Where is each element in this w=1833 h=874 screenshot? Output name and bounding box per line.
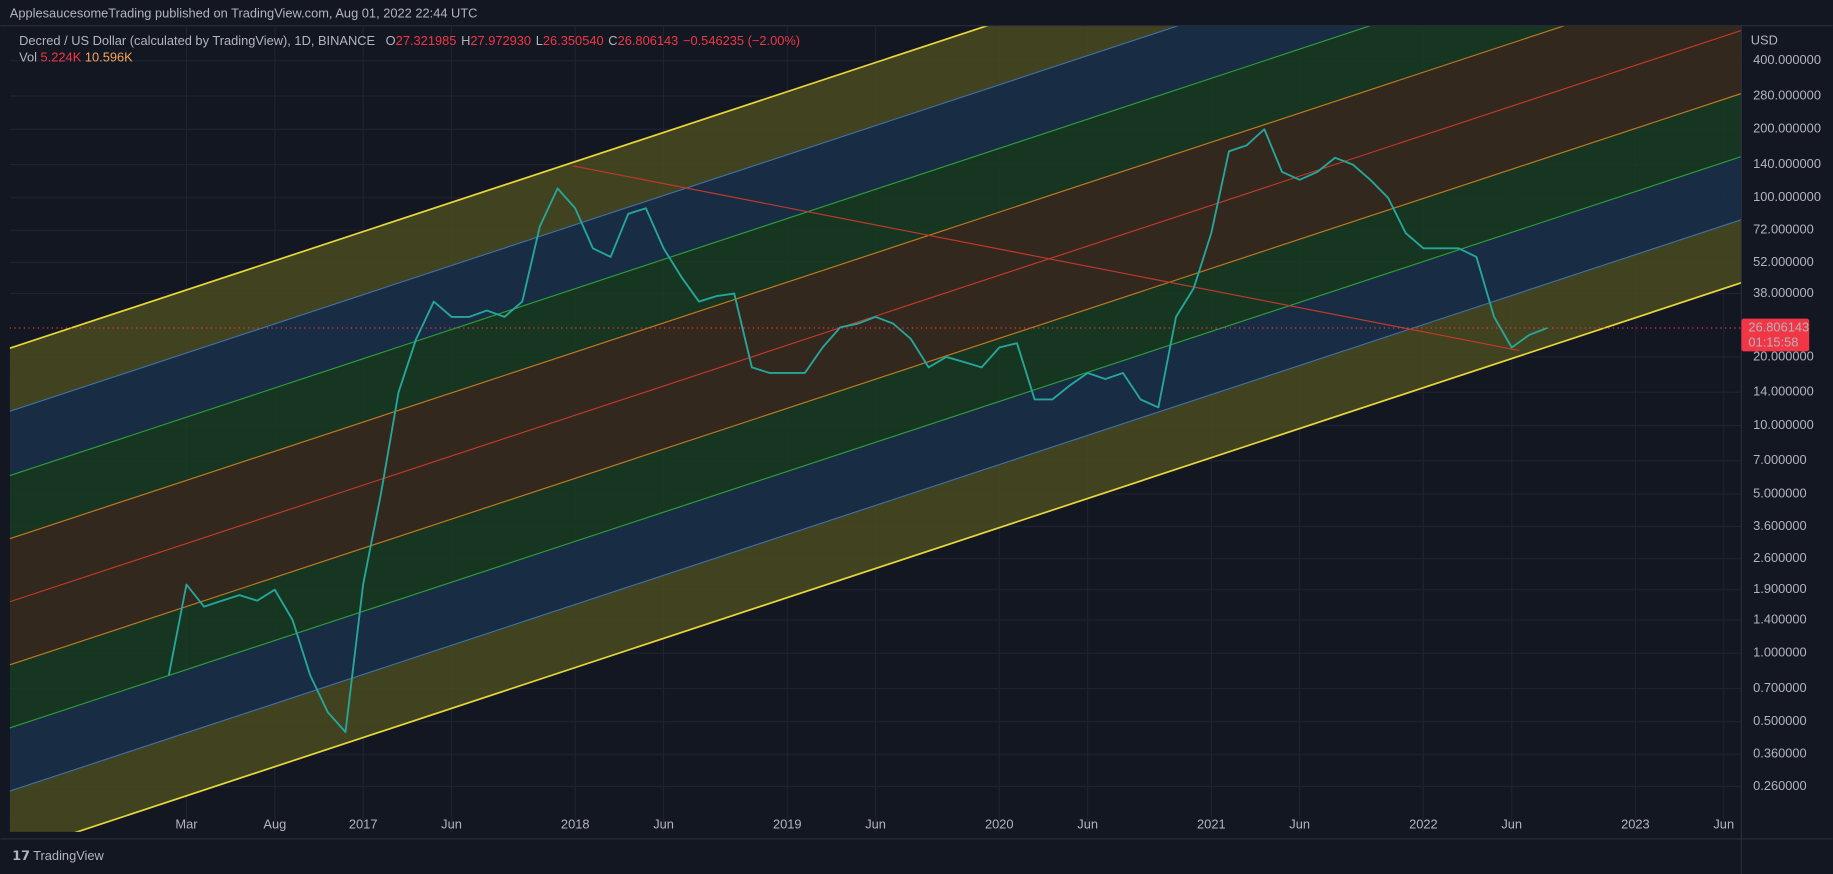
band xyxy=(9,219,1742,832)
channel-line xyxy=(74,281,1742,832)
price-series xyxy=(9,128,1742,734)
y-tick-label: 3.600000 xyxy=(1753,518,1807,533)
y-tick-label: 1.000000 xyxy=(1753,645,1807,660)
channel-line xyxy=(9,25,990,350)
footer: 𝟭𝟳 TradingView xyxy=(12,848,104,863)
ohlc-value: 26.350540 xyxy=(543,33,604,48)
x-tick-label: Jun xyxy=(1289,816,1310,831)
y-tick-label: 100.000000 xyxy=(1753,189,1821,204)
y-tick-label: 72.000000 xyxy=(1753,222,1814,237)
y-tick-label: 0.360000 xyxy=(1753,746,1807,761)
y-tick-label: 280.000000 xyxy=(1753,87,1821,102)
regression-channel xyxy=(9,25,1742,832)
channel-line xyxy=(9,92,1742,666)
y-tick-label: 5.000000 xyxy=(1753,485,1807,500)
trend-line xyxy=(572,165,1520,352)
x-tick-label: Jun xyxy=(1713,816,1734,831)
ohlc-key: C xyxy=(608,33,617,48)
x-tick-label: 2021 xyxy=(1197,816,1226,831)
y-tick-label: 10.000000 xyxy=(1753,417,1814,432)
channel-line xyxy=(9,219,1742,792)
x-tick-label: 2022 xyxy=(1409,816,1438,831)
channel-line xyxy=(9,25,1567,540)
channel-line xyxy=(9,156,1742,729)
logo: 𝟭𝟳 xyxy=(12,848,30,863)
ohlc-value: 27.321985 xyxy=(396,33,457,48)
x-tick-label: 2018 xyxy=(561,816,590,831)
y-tick-label: 52.000000 xyxy=(1753,254,1814,269)
publisher: ApplesaucesomeTrading published on Tradi… xyxy=(10,5,478,20)
y-tick-label: 0.260000 xyxy=(1753,778,1807,793)
brand: TradingView xyxy=(33,848,104,863)
price-line xyxy=(167,128,1548,734)
band xyxy=(9,93,1742,728)
ohlc-key: H xyxy=(461,33,470,48)
y-tick-label: 1.400000 xyxy=(1753,611,1807,626)
x-tick-label: Mar xyxy=(175,816,198,831)
y-tick-label: 38.000000 xyxy=(1753,285,1814,300)
x-tick-label: Jun xyxy=(1077,816,1098,831)
y-tick-label: 20.000000 xyxy=(1753,348,1814,363)
y-tick-label: 200.000000 xyxy=(1753,121,1821,136)
y-tick-label: 7.000000 xyxy=(1753,452,1807,467)
countdown: 01:15:58 xyxy=(1748,335,1798,350)
volume-legend: Vol 5.224K 10.596K xyxy=(19,50,133,65)
volume-value: 5.224K xyxy=(41,50,82,65)
currency-label: USD xyxy=(1751,32,1778,47)
change: −0.546235 (−2.00%) xyxy=(683,33,800,48)
y-tick-label: 140.000000 xyxy=(1753,156,1821,171)
volume-label: Vol xyxy=(19,50,37,65)
legend: Decred / US Dollar (calculated by Tradin… xyxy=(19,33,800,48)
ohlc-key: L xyxy=(536,33,543,48)
volume-ma: 10.596K xyxy=(85,50,133,65)
y-tick-label: 0.700000 xyxy=(1753,680,1807,695)
y-tick-label: 1.900000 xyxy=(1753,581,1807,596)
channel-line xyxy=(9,25,1373,477)
y-tick-label: 400.000000 xyxy=(1753,52,1821,67)
ohlc-key: O xyxy=(386,33,396,48)
y-tick-label: 2.600000 xyxy=(1753,550,1807,565)
x-tick-label: 2023 xyxy=(1621,816,1650,831)
x-tick-label: 2019 xyxy=(773,816,802,831)
band xyxy=(9,30,1742,665)
x-tick-label: 2020 xyxy=(985,816,1014,831)
last-price-label: 26.806143 xyxy=(1748,319,1809,334)
x-tick-label: Jun xyxy=(653,816,674,831)
y-tick-label: 0.500000 xyxy=(1753,713,1807,728)
band xyxy=(9,156,1742,792)
x-tick-label: Jun xyxy=(1501,816,1522,831)
y-tick-label: 14.000000 xyxy=(1753,384,1814,399)
x-tick-label: Jun xyxy=(441,816,462,831)
channel-line xyxy=(9,25,1181,412)
x-tick-label: Aug xyxy=(263,816,286,831)
ohlc-value: 27.972930 xyxy=(470,33,531,48)
x-tick-label: Jun xyxy=(865,816,886,831)
symbol-title: Decred / US Dollar (calculated by Tradin… xyxy=(19,33,375,48)
band xyxy=(9,25,1742,602)
ohlc-value: 26.806143 xyxy=(618,33,679,48)
x-tick-label: 2017 xyxy=(349,816,378,831)
last-price-box xyxy=(1741,318,1810,352)
